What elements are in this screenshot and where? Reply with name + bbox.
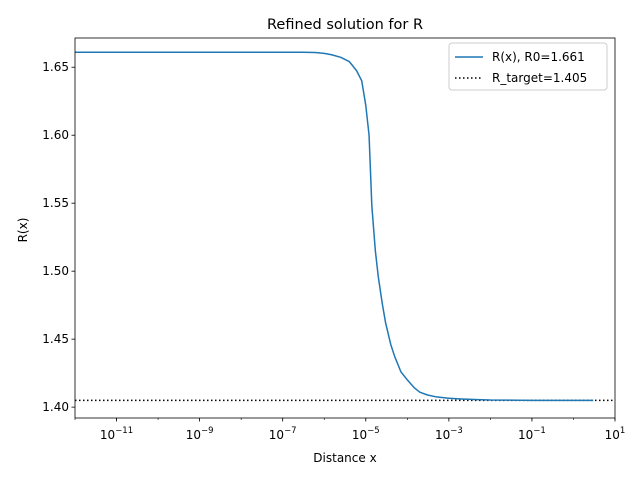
- y-tick-label: 1.55: [42, 196, 69, 210]
- axes: 1.40 1.45 1.50 1.55 1.60 1.65 10−11 10−9 10−7 10−…: [42, 37, 626, 442]
- x-tick-label: 10−5: [352, 426, 380, 442]
- legend-label-solution: R(x), R0=1.661: [492, 50, 585, 64]
- y-tick-label: 1.50: [42, 264, 69, 278]
- solution-line: [75, 51, 594, 402]
- x-axis-label: Distance x: [313, 451, 376, 465]
- x-tick-label: 101: [605, 426, 626, 442]
- y-axis-label: R(x): [16, 218, 30, 243]
- x-tick-label: 10−1: [518, 426, 546, 442]
- axes-frame: [74, 37, 616, 419]
- y-tick-label: 1.60: [42, 128, 69, 142]
- x-tick-label: 10−11: [100, 426, 133, 442]
- y-tick-label: 1.40: [42, 400, 69, 414]
- y-tick-label: 1.65: [42, 60, 69, 74]
- legend-frame: [448, 42, 608, 91]
- x-tick-label: 10−9: [186, 426, 214, 442]
- x-tick-label: 10−7: [269, 426, 297, 442]
- x-tick-label: 10−3: [435, 426, 463, 442]
- y-tick-label: 1.45: [42, 332, 69, 346]
- legend-label-target: R_target=1.405: [492, 71, 587, 85]
- plot-content: [75, 51, 615, 402]
- legend: R(x), R0=1.661 R_target=1.405: [448, 42, 608, 91]
- chart-title: Refined solution for R: [267, 17, 423, 33]
